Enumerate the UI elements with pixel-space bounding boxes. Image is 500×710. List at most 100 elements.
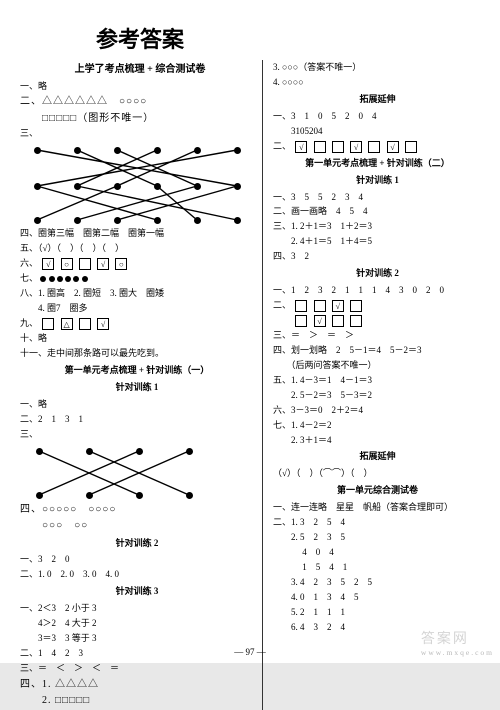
tb2-s7: 七、1. 4－2＝2 bbox=[273, 419, 482, 433]
t1-s3: 三、 bbox=[20, 428, 254, 442]
test-s2d: 1 5 4 1 bbox=[273, 561, 482, 575]
left-s11: 十一、走中间那条路可以最先吃到。 bbox=[20, 347, 254, 361]
left-s8: 八、1. 圈高 2. 圈短 3. 圈大 圈矮 bbox=[20, 287, 254, 301]
t1-s2: 二、2 1 3 1 bbox=[20, 413, 254, 427]
left-s8b: 4. 圈7 圈多 bbox=[20, 302, 254, 316]
s9-box-2 bbox=[79, 318, 91, 330]
s6-box-0: √ bbox=[42, 258, 54, 270]
right-column: 3. ○○○（答案不唯一） 4. ○○○○ 拓展延伸 一、3 1 0 5 2 0… bbox=[265, 60, 482, 710]
dot-icon bbox=[57, 276, 63, 282]
left-s5: 五、（√）（ ）（ ）（ ） bbox=[20, 242, 254, 256]
test-s2: 二、1. 3 2 5 4 bbox=[273, 516, 482, 530]
left-s10: 十、略 bbox=[20, 332, 254, 346]
test-s1: 一、连一连略 星星 帆船（答案合理即可） bbox=[273, 501, 482, 515]
tb2-s6: 六、3－3＝0 2＋2＝4 bbox=[273, 404, 482, 418]
unit1b-title: 第一单元考点梳理 + 针对训练（二） bbox=[273, 157, 482, 171]
tb1-s1: 一、3 5 5 2 3 4 bbox=[273, 191, 482, 205]
s7-label: 七、 bbox=[20, 273, 38, 283]
tb2-s3: 三、＝ ＞ ＝ ＞ bbox=[273, 329, 482, 343]
matching-diagram-1 bbox=[26, 143, 246, 225]
left-column: 上学了考点梳理 + 综合测试卷 一、略 二、△△△△△△ ○○○○ □□□□□（… bbox=[20, 60, 260, 710]
tb2-s2b: √ bbox=[273, 314, 482, 328]
tb2b-box-0 bbox=[295, 315, 307, 327]
column-divider bbox=[262, 60, 263, 710]
tb2-box-1 bbox=[314, 300, 326, 312]
subtitle-1: 上学了考点梳理 + 综合测试卷 bbox=[20, 62, 260, 78]
tb2-s2: 二、 √ bbox=[273, 299, 482, 313]
s6-box-3: √ bbox=[97, 258, 109, 270]
ext1-s1: 一、3 1 0 5 2 0 4 bbox=[273, 110, 482, 124]
dot-icon bbox=[40, 276, 46, 282]
ext2-s1: （√）（ ）（⌒⌒）（ ） bbox=[273, 467, 482, 481]
tb2-s2-label: 二、 bbox=[273, 300, 291, 310]
ext1-s2: 二、 √ √ √ bbox=[273, 140, 482, 154]
tb2-box-3 bbox=[350, 300, 362, 312]
tb2-s2b-label bbox=[273, 315, 291, 325]
left-s6: 六、 √ ○ √ ○ bbox=[20, 257, 254, 271]
tb2-s5b: 2. 5－2＝3 5－3＝2 bbox=[273, 389, 482, 403]
left-s3: 三、 bbox=[20, 127, 254, 141]
tb1-s4: 四、3 2 bbox=[273, 250, 482, 264]
ext1-title: 拓展延伸 bbox=[273, 93, 482, 107]
ext1-s1b: 3105204 bbox=[273, 125, 482, 139]
test-title: 第一单元综合测试卷 bbox=[273, 484, 482, 498]
t3-s1c: 3＝3 3 等于 3 bbox=[20, 632, 254, 646]
dot-icon bbox=[73, 276, 79, 282]
left-s1: 一、略 bbox=[20, 80, 254, 94]
ext1-box-2 bbox=[332, 141, 344, 153]
tb1-title: 针对训练 1 bbox=[273, 174, 482, 188]
matching-diagram-2 bbox=[26, 444, 206, 500]
tb2b-box-1: √ bbox=[314, 315, 326, 327]
tb2b-box-2 bbox=[332, 315, 344, 327]
left-s7: 七、 bbox=[20, 272, 254, 286]
tb2-s5: 五、1. 4－3＝1 4－1＝3 bbox=[273, 374, 482, 388]
t2-title: 针对训练 2 bbox=[20, 537, 254, 551]
s9-label: 九、 bbox=[20, 318, 38, 328]
tb2-s4b: （后两问答案不唯一） bbox=[273, 359, 482, 373]
tb2-box-0 bbox=[295, 300, 307, 312]
s9-box-1: △ bbox=[61, 318, 73, 330]
tb1-s3b: 2. 4＋1＝5 1＋4＝5 bbox=[273, 235, 482, 249]
s6-box-4: ○ bbox=[115, 258, 127, 270]
ext1-s2-label: 二、 bbox=[273, 141, 291, 151]
tb2-title: 针对训练 2 bbox=[273, 267, 482, 281]
s9-box-0 bbox=[42, 318, 54, 330]
test-s2b: 2. 5 2 3 5 bbox=[273, 531, 482, 545]
t3-s4b: 2. □□□□□ bbox=[20, 693, 254, 709]
ext1-box-3: √ bbox=[350, 141, 362, 153]
left-s4: 四、圈第三幅 圈第二幅 圈第一幅 bbox=[20, 227, 254, 241]
s6-box-2 bbox=[79, 258, 91, 270]
t2-s2: 二、1. 0 2. 0 3. 0 4. 0 bbox=[20, 568, 254, 582]
t3-s1b: 4＞2 4 大于 2 bbox=[20, 617, 254, 631]
watermark-text: 答案网 bbox=[421, 632, 469, 647]
dot-icon bbox=[49, 276, 55, 282]
t1-s4b: ○○○ ○○ bbox=[20, 518, 254, 534]
test-s2g: 5. 2 1 1 1 bbox=[273, 606, 482, 620]
left-s9: 九、 △ √ bbox=[20, 317, 254, 331]
page-title: 参考答案 bbox=[20, 22, 260, 54]
t1-s1: 一、略 bbox=[20, 398, 254, 412]
test-s2c: 4 0 4 bbox=[273, 546, 482, 560]
unit1a-title: 第一单元考点梳理 + 针对训练（一） bbox=[20, 364, 254, 378]
s6-label: 六、 bbox=[20, 258, 38, 268]
test-s2f: 4. 0 1 3 4 5 bbox=[273, 591, 482, 605]
ext1-box-5: √ bbox=[387, 141, 399, 153]
s9-box-3: √ bbox=[97, 318, 109, 330]
dot-icon bbox=[82, 276, 88, 282]
ext2-title: 拓展延伸 bbox=[273, 450, 482, 464]
dot-icon bbox=[65, 276, 71, 282]
r2: 4. ○○○○ bbox=[273, 76, 482, 90]
t3-s4: 四、1. △△△△ bbox=[20, 677, 254, 693]
tb1-s2: 二、画一画略 4 5 4 bbox=[273, 205, 482, 219]
tb2-s4: 四、划一划略 2 5－1＝4 5－2＝3 bbox=[273, 344, 482, 358]
t1-title: 针对训练 1 bbox=[20, 381, 254, 395]
watermark-sub: www.mxqe.com bbox=[421, 648, 494, 657]
t3-s3: 三、＝ ＜ ＞ ＜ ＝ bbox=[20, 662, 254, 676]
tb2-box-2: √ bbox=[332, 300, 344, 312]
t3-title: 针对训练 3 bbox=[20, 585, 254, 599]
left-s2b: □□□□□（图形不唯一） bbox=[20, 111, 254, 127]
tb2-s7b: 2. 3＋1＝4 bbox=[273, 434, 482, 448]
tb2b-box-3 bbox=[350, 315, 362, 327]
ext1-box-1 bbox=[314, 141, 326, 153]
watermark: 答案网 www.mxqe.com bbox=[421, 628, 494, 657]
